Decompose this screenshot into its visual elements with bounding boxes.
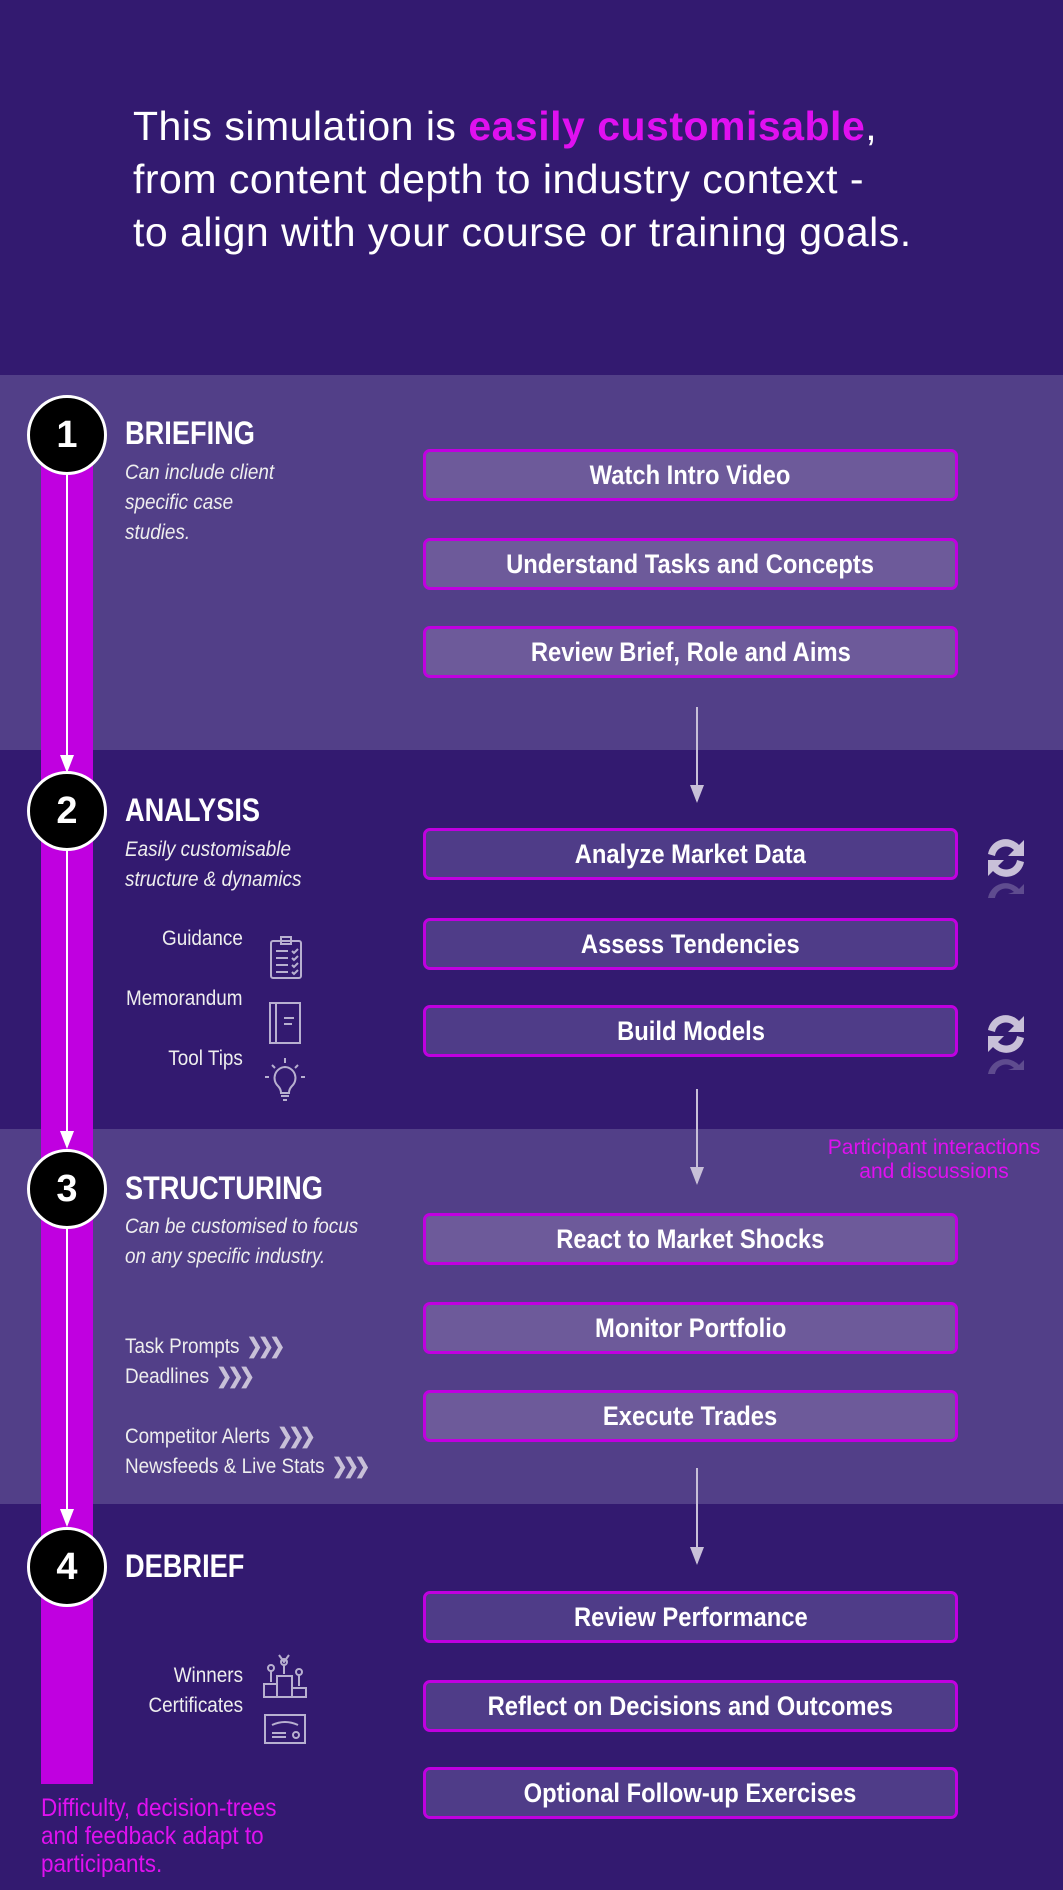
step-analyze-market-data[interactable]: Analyze Market Data — [423, 828, 958, 880]
arrow-down-icon — [60, 1509, 74, 1527]
stage-number-3: 3 — [27, 1149, 107, 1229]
timeline-line — [66, 846, 68, 1131]
clipboard-checklist-icon — [270, 936, 302, 979]
chevrons-icon: ❯❯❯ — [277, 1425, 315, 1448]
step-execute-trades[interactable]: Execute Trades — [423, 1390, 958, 1442]
notebook-icon — [269, 1002, 301, 1044]
timeline-line — [66, 470, 68, 755]
stage-title: STRUCTURING — [125, 1170, 323, 1206]
flow-arrow — [690, 707, 704, 803]
feature-newsfeeds: Newsfeeds & Live Stats ❯❯❯ — [125, 1455, 370, 1478]
arrow-down-icon — [60, 755, 74, 773]
interactions-note: Participant interactions and discussions — [827, 1136, 1041, 1183]
podium-icon — [263, 1654, 307, 1698]
step-watch-intro-video[interactable]: Watch Intro Video — [423, 449, 958, 501]
feature-task-prompts: Task Prompts ❯❯❯ — [125, 1335, 285, 1358]
stage-title: DEBRIEF — [125, 1548, 245, 1584]
step-build-models[interactable]: Build Models — [423, 1005, 958, 1057]
tool-memorandum-label: Memorandum — [126, 987, 243, 1010]
step-monitor-portfolio[interactable]: Monitor Portfolio — [423, 1302, 958, 1354]
chevrons-icon: ❯❯❯ — [246, 1335, 285, 1358]
step-review-brief[interactable]: Review Brief, Role and Aims — [423, 626, 958, 678]
stage-description: Easily customisable structure & dynamics — [125, 838, 302, 891]
stage-number-4: 4 — [27, 1527, 107, 1607]
stage-title: ANALYSIS — [125, 792, 261, 828]
stage-title: BRIEFING — [125, 415, 255, 451]
intro-text: This simulation is easily customisable, … — [133, 103, 912, 255]
chevrons-icon: ❯❯❯ — [331, 1455, 370, 1478]
stage-number-2: 2 — [27, 771, 107, 851]
step-reflect-decisions[interactable]: Reflect on Decisions and Outcomes — [423, 1680, 958, 1732]
tool-tooltips-label: Tool Tips — [168, 1047, 243, 1070]
chevrons-icon: ❯❯❯ — [216, 1365, 254, 1388]
lightbulb-icon — [265, 1058, 305, 1101]
step-follow-up-exercises[interactable]: Optional Follow-up Exercises — [423, 1767, 958, 1819]
feature-competitor-alerts: Competitor Alerts ❯❯❯ — [125, 1425, 316, 1448]
arrow-down-icon — [60, 1131, 74, 1149]
reward-certificates-label: Certificates — [148, 1694, 243, 1717]
certificate-icon — [264, 1714, 306, 1744]
step-understand-tasks[interactable]: Understand Tasks and Concepts — [423, 538, 958, 590]
flow-arrow — [690, 1089, 704, 1185]
step-review-performance[interactable]: Review Performance — [423, 1591, 958, 1643]
feature-deadlines: Deadlines ❯❯❯ — [125, 1365, 255, 1388]
step-react-market-shocks[interactable]: React to Market Shocks — [423, 1213, 958, 1265]
sync-icon — [988, 839, 1024, 898]
sync-icon — [988, 1015, 1024, 1074]
step-assess-tendencies[interactable]: Assess Tendencies — [423, 918, 958, 970]
intro-band — [0, 0, 1063, 375]
flow-arrow — [690, 1468, 704, 1565]
stage-description: Can include client specific case studies. — [125, 461, 275, 544]
stage-description: Can be customised to focus on any specifi… — [125, 1215, 359, 1268]
stage-number-1: 1 — [27, 395, 107, 475]
adaptive-note: Difficulty, decision-trees and feedback a… — [41, 1794, 277, 1878]
reward-winners-label: Winners — [173, 1664, 243, 1687]
tool-guidance-label: Guidance — [162, 927, 243, 950]
timeline-line — [66, 1224, 68, 1509]
